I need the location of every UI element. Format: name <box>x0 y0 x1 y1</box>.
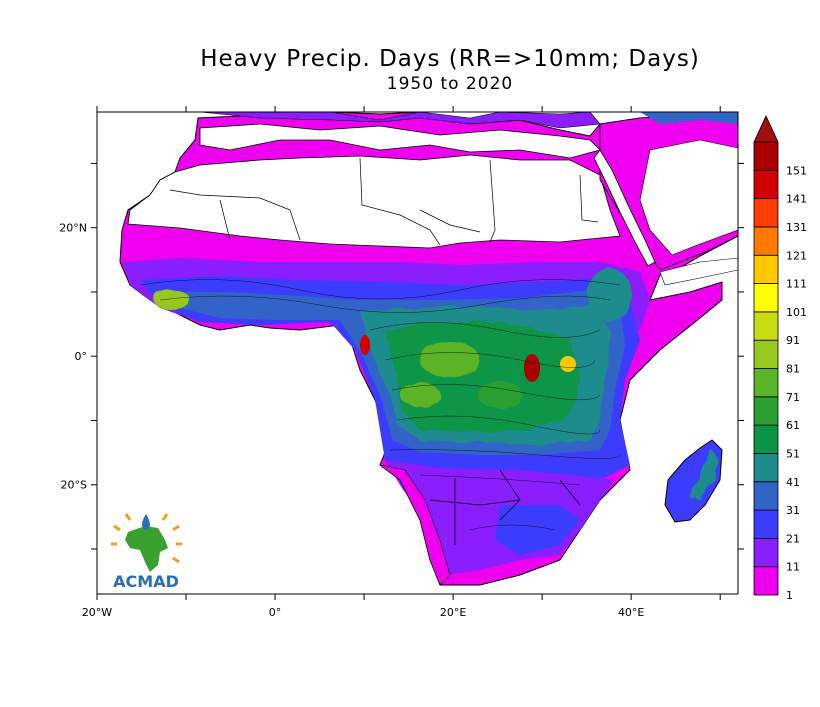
hotspot-guinea <box>154 290 190 310</box>
colorbar-swatch <box>753 311 779 341</box>
europe-strip <box>199 112 601 129</box>
colorbar-swatch <box>753 226 779 256</box>
hotspot-lakes <box>524 354 540 382</box>
hotspot-ethiopia <box>588 269 632 321</box>
green-zone <box>385 322 580 432</box>
colorbar-level-label: 101 <box>786 306 807 319</box>
colorbar-level-label: 81 <box>786 363 800 376</box>
hotspot-victoria <box>560 356 576 372</box>
colorbar-swatch <box>753 566 779 596</box>
x-tick-label: 0° <box>269 606 282 619</box>
colorbar-extend-arrow <box>753 115 779 143</box>
colorbar-level-label: 131 <box>786 221 807 234</box>
axis-ticks: 20°W 0° 20°E 40°E 20°N 0° 20°S <box>59 106 744 619</box>
colorbar-level-label: 61 <box>786 419 800 432</box>
y-tick-label: 20°S <box>61 479 87 492</box>
colorbar-swatch <box>753 453 779 483</box>
colorbar-level-label: 111 <box>786 278 807 291</box>
colorbar-level-label: 91 <box>786 334 800 347</box>
acmad-logo: ACMAD <box>111 513 182 591</box>
map-frame <box>96 111 739 595</box>
x-tick-label: 20°W <box>82 606 112 619</box>
y-tick-label: 0° <box>75 350 88 363</box>
colorbar-swatch <box>753 509 779 539</box>
contour-lines <box>139 279 621 531</box>
colorbar-level-label: 1 <box>786 589 793 602</box>
colorbar-level-label: 41 <box>786 476 800 489</box>
colorbar-level-label: 151 <box>786 164 807 177</box>
light-green-patch <box>478 381 522 409</box>
colorbar-swatch <box>753 339 779 369</box>
colorbar-swatch <box>753 537 779 568</box>
colorbar-level-label: 11 <box>786 561 800 574</box>
y-tick-label: 20°N <box>59 222 87 235</box>
arabia-desert <box>639 139 738 256</box>
colorbar-swatch <box>753 254 779 284</box>
mediterranean-sea <box>199 123 601 159</box>
colorbar-level-label: 21 <box>786 532 800 545</box>
x-tick-label: 40°E <box>618 606 644 619</box>
map-title: Heavy Precip. Days (RR=>10mm; Days) <box>200 46 700 72</box>
colorbar-swatch <box>753 169 779 200</box>
madagascar-east <box>690 448 718 500</box>
sun-rays-icon <box>111 513 182 564</box>
anatolia-strip <box>640 112 738 124</box>
acmad-logo-text: ACMAD <box>113 572 179 591</box>
colorbar-swatch <box>753 368 779 398</box>
colorbar-level-label: 31 <box>786 504 800 517</box>
colorbar-swatch <box>753 481 779 511</box>
sahara-no-data <box>127 154 621 249</box>
colorbar-level-label: 121 <box>786 249 807 262</box>
red-sea <box>593 149 656 267</box>
colorbar-swatch <box>753 283 779 313</box>
water-drop-icon <box>142 514 150 530</box>
colorbar-level-label: 141 <box>786 193 807 206</box>
colorbar-swatch <box>753 198 779 228</box>
southern-magenta-zone <box>379 464 451 586</box>
colorbar-level-label: 71 <box>786 391 800 404</box>
africa-logo-icon <box>125 526 168 572</box>
light-green-patch <box>420 342 480 378</box>
colorbar-swatch <box>753 424 779 454</box>
hotspot-cameroon <box>360 335 370 355</box>
colorbar-swatch <box>753 141 779 171</box>
colorbar-level-label: 51 <box>786 447 800 460</box>
gulf-of-aden <box>659 257 738 286</box>
map-subtitle: 1950 to 2020 <box>386 74 514 94</box>
x-tick-label: 20°E <box>440 606 466 619</box>
country-borders <box>169 157 599 545</box>
southern-blue-patch <box>495 505 580 555</box>
map-area <box>97 112 738 594</box>
light-green-patch <box>400 383 440 407</box>
colorbar-swatch <box>753 396 779 426</box>
